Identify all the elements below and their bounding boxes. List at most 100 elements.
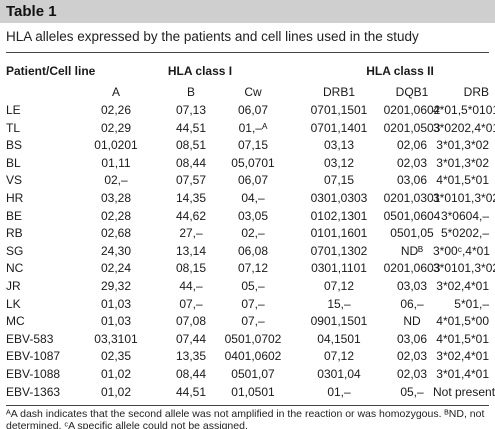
cell-a: 24,30 <box>100 243 132 258</box>
cell-a: 29,32 <box>100 279 132 293</box>
column-header-a: A <box>111 85 120 99</box>
cell-b: 07,– <box>179 296 203 311</box>
cell-dqb1: 03,06 <box>396 331 428 346</box>
cell-drb1: 03,13 <box>323 138 355 153</box>
cell-b: 44,62 <box>175 208 207 223</box>
cell-drb1: 15,– <box>327 296 351 311</box>
cell-drb1: 0101,1601 <box>310 226 368 241</box>
row-name: JR <box>6 279 21 293</box>
cell-drb1: 0901,1501 <box>310 314 368 329</box>
cell-dqb1: 0501,05 <box>390 226 434 241</box>
cell-cw: 01,–ᴬ <box>238 120 268 135</box>
table-footnote: ᴬA dash indicates that the second allele… <box>6 408 485 429</box>
cell-drb1: 0701,1501 <box>310 103 368 117</box>
cell-drb: 4*01,5*0101 <box>433 103 495 117</box>
cell-drb1: 03,12 <box>323 155 355 170</box>
cell-dqb1: ND <box>403 314 421 329</box>
cell-drb1: 07,12 <box>323 349 355 364</box>
cell-dqb1: NDᴮ <box>400 243 424 258</box>
cell-drb1: 0301,1101 <box>311 261 367 276</box>
column-group-hla-class-ii: HLA class II <box>366 64 434 78</box>
cell-drb: 3*01,3*02 <box>436 155 489 170</box>
cell-b: 13,35 <box>175 349 207 364</box>
cell-drb: 5*01,– <box>454 296 489 311</box>
cell-a: 01,03 <box>100 296 132 311</box>
cell-b: 44,– <box>179 279 203 293</box>
cell-cw: 05,0701 <box>231 155 275 170</box>
cell-b: 08,44 <box>175 367 207 381</box>
cell-cw: 03,05 <box>237 208 269 223</box>
cell-drb: 3*01,3*02 <box>436 138 489 153</box>
cell-drb: 3*0101,3*0202 <box>433 261 495 276</box>
cell-dqb1: 0201,0503 <box>383 120 441 135</box>
row-name: SG <box>6 243 24 258</box>
cell-cw: 04,– <box>241 191 265 205</box>
cell-b: 27,– <box>179 226 203 241</box>
cell-drb: 3*0202,4*01 <box>433 120 495 135</box>
table-title: Table 1 <box>6 3 57 20</box>
row-name: LK <box>6 296 21 311</box>
cell-drb1: 0102,1301 <box>310 208 368 223</box>
cell-dqb1: 03,06 <box>396 173 428 188</box>
cell-a: 01,0201 <box>94 138 138 153</box>
row-name: NC <box>6 261 24 276</box>
row-name: EBV-1363 <box>6 384 61 399</box>
cell-dqb1: 02,06 <box>396 138 428 153</box>
cell-a: 03,3101 <box>94 331 138 346</box>
cell-cw: 06,07 <box>237 103 269 117</box>
cell-drb1: 0701,1302 <box>310 243 368 258</box>
cell-cw: 02,– <box>241 226 265 241</box>
cell-drb1: 0301,04 <box>317 367 361 381</box>
row-name: BS <box>6 138 23 153</box>
cell-drb1: 07,15 <box>323 173 355 188</box>
cell-drb: 3*0101,3*02 <box>433 191 495 205</box>
cell-a: 02,68 <box>100 226 132 241</box>
cell-a: 01,11 <box>101 155 131 170</box>
row-name: RB <box>6 226 23 241</box>
row-name: EBV-1087 <box>6 349 61 364</box>
cell-dqb1: 0201,0301 <box>383 191 441 205</box>
cell-b: 08,51 <box>175 138 207 153</box>
cell-b: 14,35 <box>175 191 207 205</box>
cell-drb: 4*01,5*01 <box>436 331 489 346</box>
cell-a: 02,– <box>104 173 128 188</box>
cell-dqb1: 02,03 <box>396 349 428 364</box>
cell-b: 13,14 <box>175 243 207 258</box>
column-header-drb: DRB <box>463 85 489 99</box>
cell-dqb1: 02,03 <box>396 155 428 170</box>
table-caption: HLA alleles expressed by the patients an… <box>6 29 419 44</box>
cell-b: 44,51 <box>175 384 207 399</box>
cell-a: 02,26 <box>100 103 132 117</box>
cell-dqb1: 0201,0603 <box>383 261 441 276</box>
cell-a: 01,02 <box>100 384 132 399</box>
cell-drb1: 07,12 <box>323 279 355 293</box>
cell-cw: 01,0501 <box>231 384 275 399</box>
cell-a: 02,29 <box>100 120 132 135</box>
cell-dqb1: 05,– <box>400 384 424 399</box>
table-header-bar <box>0 0 495 23</box>
row-name: VS <box>6 173 23 188</box>
cell-drb: 3*01,4*01 <box>436 367 489 381</box>
row-name: BE <box>6 208 23 223</box>
cell-drb1: 0301,0303 <box>310 191 368 205</box>
column-header-b: B <box>186 85 195 99</box>
cell-b: 07,57 <box>175 173 207 188</box>
row-name: EBV-1088 <box>6 367 61 381</box>
cell-drb: 5*0202,– <box>440 226 489 241</box>
row-name: LE <box>6 103 21 117</box>
cell-drb: 4*01,5*01 <box>436 173 489 188</box>
cell-dqb1: 0501,0604 <box>383 208 441 223</box>
top-rule <box>6 52 489 53</box>
cell-a: 02,24 <box>100 261 132 276</box>
cell-dqb1: 0201,0602 <box>383 103 441 117</box>
cell-cw: 07,– <box>241 314 265 329</box>
cell-b: 07,13 <box>175 103 207 117</box>
cell-b: 08,15 <box>175 261 207 276</box>
cell-drb: 4*01,5*00 <box>436 314 489 329</box>
cell-dqb1: 03,03 <box>396 279 428 293</box>
cell-cw: 07,– <box>241 296 265 311</box>
row-name: BL <box>6 155 21 170</box>
cell-drb: Not present <box>433 384 495 399</box>
cell-dqb1: 06,– <box>400 296 424 311</box>
cell-b: 07,44 <box>175 331 207 346</box>
